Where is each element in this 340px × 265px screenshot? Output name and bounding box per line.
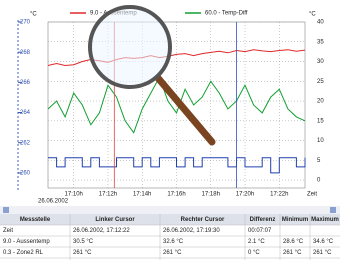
table-cell: 00:07:07 bbox=[248, 228, 272, 234]
magnifier-lens bbox=[90, 7, 170, 87]
y-unit: °C bbox=[30, 12, 37, 18]
y-tick-label: 266 bbox=[20, 80, 31, 86]
table-cell: 261 °C bbox=[73, 250, 92, 256]
table-cell: 261 °C bbox=[283, 250, 302, 256]
table-header: Minimum bbox=[282, 217, 308, 223]
y2-tick-label: 25 bbox=[317, 79, 324, 85]
y2-tick-label: 30 bbox=[317, 59, 324, 65]
table-header: Linker Cursor bbox=[95, 217, 135, 223]
x-tick-label: 17:16h bbox=[167, 192, 185, 198]
y-tick-label: 260 bbox=[20, 170, 31, 176]
x-tick-label: 17:12h bbox=[99, 192, 117, 198]
table-cell: 0.3 - Zone2 RL bbox=[3, 250, 44, 256]
x-tick-label: 17:22h bbox=[270, 192, 288, 198]
y2-tick-label: 35 bbox=[317, 39, 324, 45]
y-tick-label: 264 bbox=[20, 110, 31, 116]
table-cell: 261 °C bbox=[313, 250, 332, 256]
y2-tick-label: 15 bbox=[317, 118, 324, 124]
date-label: 26.06.2002 bbox=[38, 199, 69, 205]
legend-label: 60.0 - Temp-Diff bbox=[205, 11, 248, 17]
table-cell: 28.6 °C bbox=[283, 239, 304, 245]
table-cell: 26.06.2002, 17:19:30 bbox=[163, 228, 220, 234]
y-tick-label: 268 bbox=[20, 50, 31, 56]
toolbar-strip bbox=[0, 206, 340, 214]
table-cell: Zeit bbox=[3, 228, 13, 234]
toolbar-icon[interactable] bbox=[330, 207, 336, 213]
screen: °C°C260262264266268270051015202530354017… bbox=[0, 0, 340, 260]
table-cell: 26.06.2002, 17:12:22 bbox=[73, 228, 130, 234]
x-tick-label: 17:14h bbox=[133, 192, 151, 198]
table-cell: 2.1 °C bbox=[248, 239, 265, 245]
table-header: Maximum bbox=[311, 217, 339, 223]
y-tick-label: 270 bbox=[20, 20, 31, 26]
y2-unit: °C bbox=[309, 12, 316, 18]
table-cell: 9.0 - Aussentemp bbox=[3, 239, 50, 245]
y-tick-label: 262 bbox=[20, 140, 31, 146]
table-cell: 0 °C bbox=[248, 250, 260, 256]
toolbar-icon[interactable] bbox=[3, 207, 9, 213]
table-header: Differenz bbox=[250, 217, 276, 223]
x-axis-label: Zeit bbox=[307, 192, 317, 198]
table-cell: 30.5 °C bbox=[73, 239, 94, 245]
table-cell: 32.6 °C bbox=[163, 239, 184, 245]
table-cell: 34.6 °C bbox=[313, 239, 334, 245]
y2-tick-label: 20 bbox=[317, 99, 324, 105]
table-cell: 261 °C bbox=[163, 250, 182, 256]
y2-tick-label: 40 bbox=[317, 20, 324, 26]
y2-tick-label: 10 bbox=[317, 138, 324, 144]
x-tick-label: 17:20h bbox=[236, 192, 254, 198]
x-tick-label: 17:18h bbox=[202, 192, 220, 198]
table-header: Rechter Cursor bbox=[181, 217, 225, 223]
table-header: Messstelle bbox=[20, 217, 51, 223]
x-tick-label: 17:10h bbox=[65, 192, 83, 198]
